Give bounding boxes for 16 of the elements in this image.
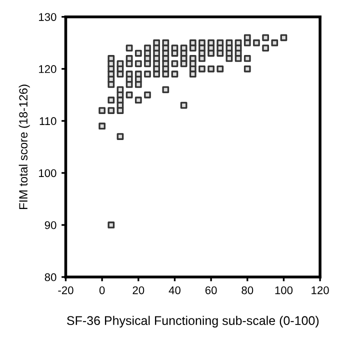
x-axis-title: SF-36 Physical Functioning sub-scale (0-100) [67,316,319,328]
x-tick-label: 40 [168,286,180,294]
x-tick-label: 100 [275,286,293,294]
x-tick-label: 120 [312,286,329,294]
x-tick-label: 20 [132,286,144,294]
x-tick-label: 80 [242,286,254,294]
y-tick-label: 80 [44,273,56,282]
x-tick-label: 60 [205,286,217,294]
y-tick-label: 90 [44,221,56,230]
x-tick-label: -20 [58,286,74,294]
x-tick-label: 0 [99,286,105,294]
y-tick-label: 130 [39,13,56,21]
y-tick-label: 110 [40,117,56,126]
y-tick-label: 120 [39,65,56,74]
y-axis-title: FIM total score (18-126) [18,84,30,209]
y-tick-label: 100 [39,169,56,178]
